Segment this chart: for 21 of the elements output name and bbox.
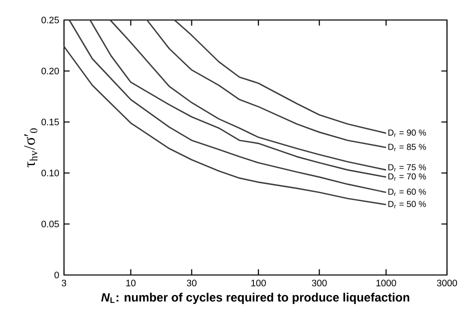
x-axis-title: N$_{L}$: number of cycles required to produce liquefaction: [101, 292, 410, 304]
series-label: D$_{r}$ = 50 %: [388, 200, 426, 208]
series-label: D$_{r}$ = 60 %: [388, 188, 426, 196]
x-tick-label: 300: [312, 280, 327, 286]
x-tick-label: 30: [186, 280, 196, 286]
series-label: D$_{r}$ = 85 %: [388, 144, 426, 152]
y-tick-label: 0.10: [41, 170, 59, 176]
y-tick-label: 0: [54, 272, 59, 278]
y-tick-label: 0.25: [41, 16, 59, 24]
x-tick-label: 100: [251, 280, 266, 286]
series-label: D$_{r}$ = 75 %: [388, 164, 426, 172]
x-tick-label: 3: [62, 280, 66, 286]
y-tick-label: 0.05: [41, 220, 59, 228]
x-tick-label: 1000: [376, 280, 396, 286]
series-label: D$_{r}$ = 90 %: [388, 130, 426, 137]
series-label: D$_{r}$ = 70 %: [388, 173, 426, 181]
y-tick-label: 0.15: [41, 118, 59, 126]
y-tick-label: 0.20: [41, 68, 59, 74]
x-tick-label: 10: [126, 280, 136, 286]
y-axis-title: τ$_{hv}$/σ′$_{0}$: [24, 128, 38, 168]
x-tick-label: 3000: [436, 280, 458, 286]
